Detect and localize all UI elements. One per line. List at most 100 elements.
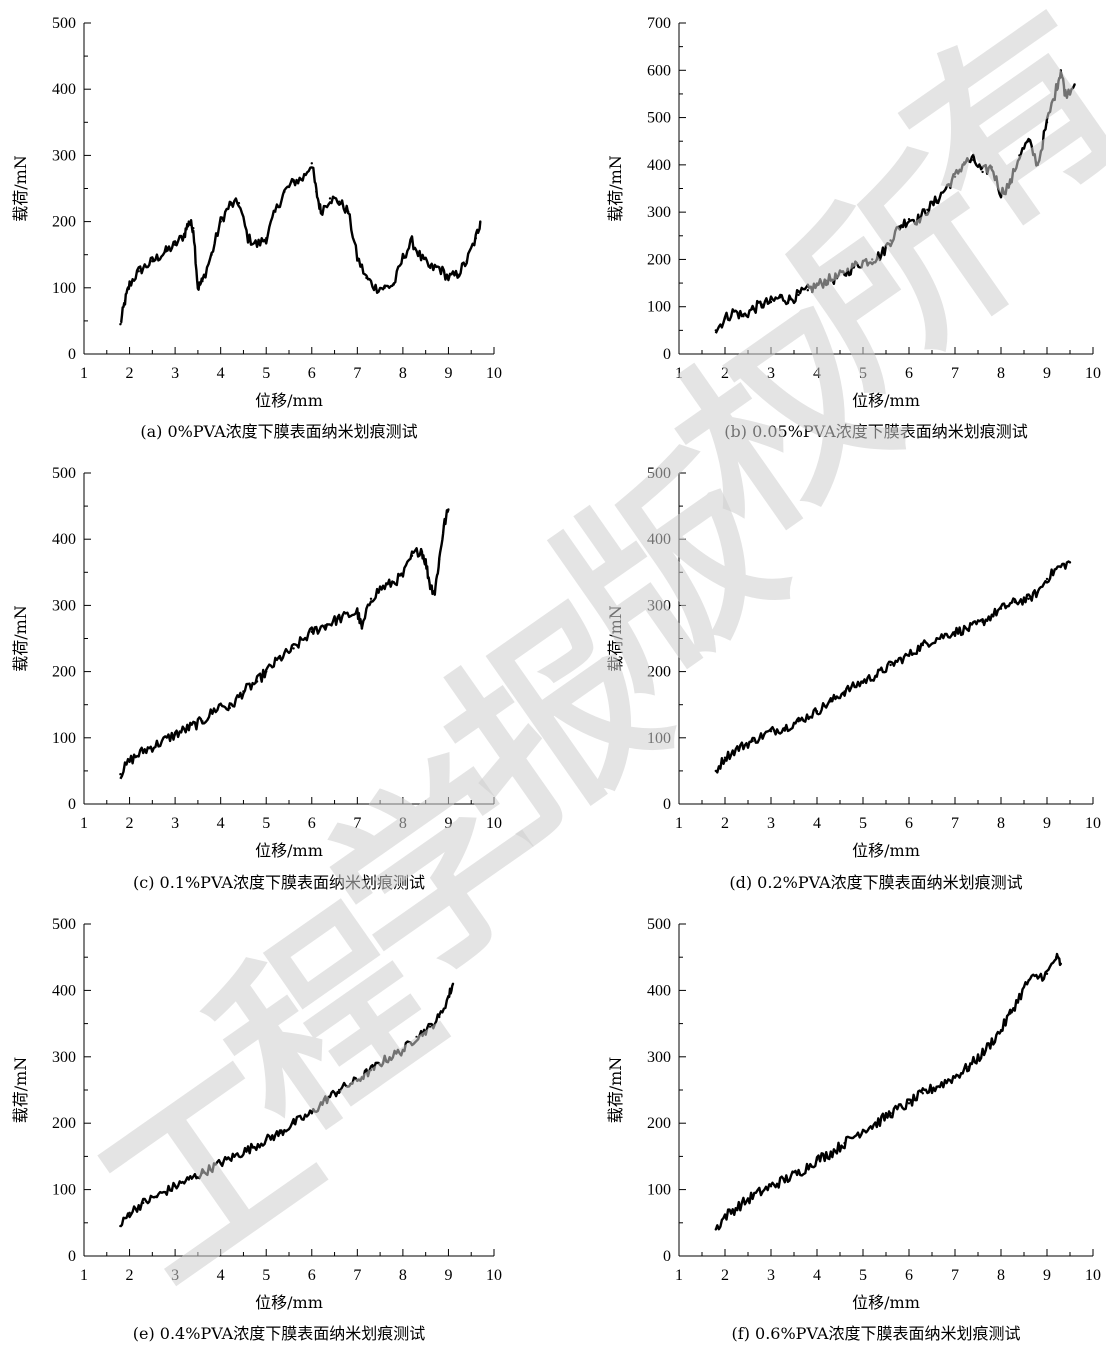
data-point bbox=[142, 1201, 145, 1205]
data-point bbox=[723, 317, 727, 320]
y-axis-title: 载荷/mN bbox=[11, 155, 30, 222]
x-axis-title: 位移/mm bbox=[852, 841, 920, 860]
data-point bbox=[737, 746, 740, 749]
x-tick-label: 10 bbox=[486, 1267, 502, 1284]
y-tick-label: 300 bbox=[647, 1049, 671, 1066]
panel-caption: (f) 0.6%PVA浓度下膜表面纳米划痕测试 bbox=[732, 1324, 1021, 1343]
data-point bbox=[999, 1029, 1003, 1032]
data-point bbox=[337, 1088, 341, 1092]
data-point bbox=[1064, 92, 1067, 96]
chart-panel-4: 1 2 3 4 5 6 7 8 9 100100200300400500位移/mm载荷/mN(d)… bbox=[606, 465, 1101, 892]
x-tick-label: 1 bbox=[675, 365, 683, 382]
x-tick-label: 2 bbox=[126, 365, 134, 382]
data-point bbox=[392, 283, 395, 286]
data-point bbox=[356, 610, 359, 614]
x-tick-label: 7 bbox=[951, 365, 959, 382]
x-tick-label: 7 bbox=[951, 1267, 959, 1284]
data-point bbox=[474, 237, 477, 240]
data-point bbox=[246, 1148, 250, 1152]
data-point bbox=[374, 286, 377, 289]
series-line bbox=[714, 560, 1071, 774]
data-point bbox=[347, 210, 350, 213]
data-point bbox=[383, 286, 386, 289]
data-point bbox=[797, 720, 800, 723]
data-point bbox=[1059, 69, 1063, 72]
data-point bbox=[1055, 88, 1058, 91]
data-point bbox=[935, 1085, 938, 1088]
data-point bbox=[783, 726, 786, 730]
data-point bbox=[769, 300, 773, 304]
data-point bbox=[187, 220, 190, 223]
data-point bbox=[1027, 140, 1030, 143]
data-point bbox=[815, 284, 819, 287]
data-point bbox=[310, 630, 313, 634]
data-point bbox=[1073, 83, 1076, 86]
data-point bbox=[1055, 956, 1058, 959]
data-point bbox=[797, 293, 800, 297]
x-tick-label: 9 bbox=[1043, 1267, 1051, 1284]
data-point bbox=[875, 1122, 878, 1125]
data-point bbox=[972, 158, 975, 162]
data-point bbox=[963, 161, 966, 164]
data-point bbox=[173, 733, 177, 736]
series-line bbox=[119, 509, 450, 780]
data-point bbox=[173, 1185, 177, 1188]
data-point bbox=[319, 210, 323, 213]
data-point bbox=[155, 1195, 159, 1198]
data-point bbox=[315, 190, 318, 193]
data-point bbox=[465, 260, 468, 263]
data-point bbox=[123, 299, 127, 303]
data-point bbox=[401, 1049, 405, 1052]
x-tick-label: 5 bbox=[262, 1267, 270, 1284]
y-axis-title: 载荷/mN bbox=[11, 1057, 30, 1124]
data-point bbox=[219, 220, 222, 223]
y-tick-label: 300 bbox=[52, 1049, 76, 1066]
data-point bbox=[187, 726, 190, 730]
data-point bbox=[742, 315, 745, 318]
y-tick-label: 400 bbox=[647, 157, 671, 174]
data-point bbox=[119, 1224, 122, 1228]
data-point bbox=[438, 1015, 441, 1019]
data-point bbox=[1009, 182, 1012, 185]
data-point bbox=[751, 307, 754, 311]
data-point bbox=[788, 298, 791, 301]
x-tick-label: 2 bbox=[126, 1267, 134, 1284]
chart-panel-5: 1 2 3 4 5 6 7 8 9 100100200300400500位移/mm载荷/mN(e)… bbox=[11, 916, 502, 1343]
data-point bbox=[246, 237, 250, 240]
x-tick-label: 6 bbox=[905, 1267, 913, 1284]
data-point bbox=[953, 1075, 957, 1078]
x-tick-label: 10 bbox=[1085, 1267, 1101, 1284]
data-point bbox=[429, 584, 432, 587]
data-point bbox=[723, 756, 727, 759]
data-point bbox=[438, 266, 441, 270]
data-point bbox=[142, 749, 145, 753]
y-tick-label: 0 bbox=[68, 796, 76, 813]
x-tick-label: 10 bbox=[486, 365, 502, 382]
data-point bbox=[907, 218, 911, 221]
data-point bbox=[410, 554, 414, 557]
data-point bbox=[953, 175, 957, 178]
x-tick-label: 8 bbox=[399, 365, 407, 382]
data-point bbox=[201, 1171, 204, 1175]
data-point bbox=[337, 200, 341, 203]
x-tick-label: 10 bbox=[1085, 815, 1101, 832]
data-point bbox=[1055, 567, 1058, 571]
y-axis-title: 载荷/mN bbox=[606, 1057, 625, 1124]
data-point bbox=[981, 620, 984, 624]
data-point bbox=[1013, 600, 1016, 604]
data-point bbox=[292, 1122, 295, 1125]
series-line bbox=[714, 952, 1062, 1231]
data-point bbox=[415, 1035, 418, 1039]
data-point bbox=[419, 547, 423, 551]
data-point bbox=[401, 574, 405, 577]
x-tick-label: 9 bbox=[444, 1267, 452, 1284]
chart-panel-3: 1 2 3 4 5 6 7 8 9 100100200300400500位移/mm载荷/mN(c)… bbox=[11, 465, 502, 892]
y-tick-label: 0 bbox=[663, 796, 671, 813]
data-point bbox=[1036, 591, 1040, 594]
x-tick-label: 10 bbox=[486, 815, 502, 832]
x-tick-label: 7 bbox=[951, 815, 959, 832]
data-point bbox=[815, 710, 819, 713]
y-tick-label: 0 bbox=[663, 346, 671, 363]
data-point bbox=[356, 256, 359, 260]
